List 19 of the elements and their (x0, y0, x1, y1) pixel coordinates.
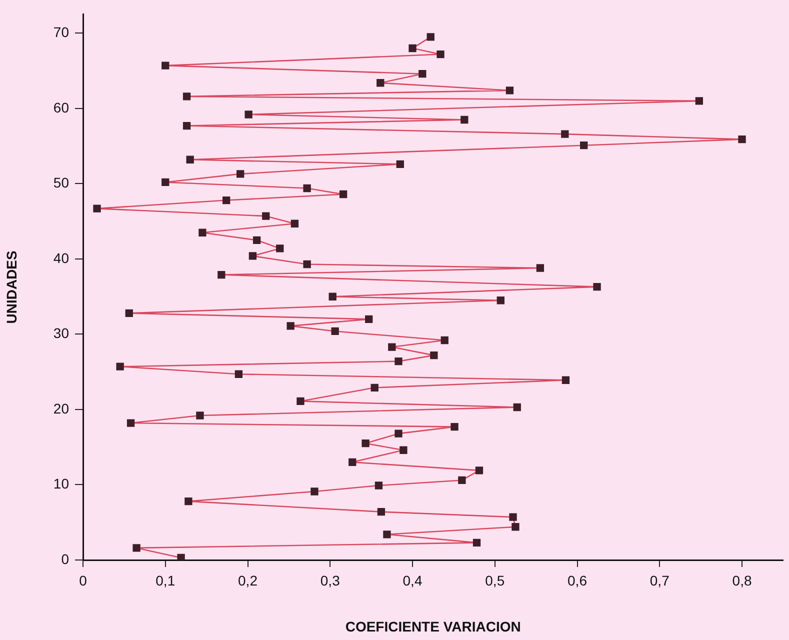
x-tick-label: 0,8 (732, 572, 752, 588)
x-tick-label: 0,1 (156, 572, 176, 588)
y-tick-label: 60 (53, 99, 70, 116)
y-tick-label: 40 (53, 250, 70, 266)
y-tick-label: 30 (53, 325, 70, 342)
x-tick-label: 0,6 (568, 572, 588, 588)
x-axis-title: COEFICIENTE VARIACION (345, 618, 521, 634)
y-tick-label: 10 (53, 476, 70, 492)
x-tick-label: 0,4 (402, 572, 422, 588)
y-tick-label: 20 (53, 400, 70, 416)
x-tick-label: 0,7 (650, 572, 670, 588)
y-tick-label: 0 (61, 550, 70, 567)
y-axis-title: UNIDADES (3, 250, 20, 324)
y-tick-label: 70 (53, 24, 70, 40)
x-tick-label: 0,3 (320, 572, 340, 588)
x-tick-label: 0,2 (238, 572, 258, 588)
x-tick-label: 0,5 (485, 572, 505, 588)
y-tick-label: 50 (53, 174, 70, 191)
x-tick-label: 0 (79, 572, 88, 588)
